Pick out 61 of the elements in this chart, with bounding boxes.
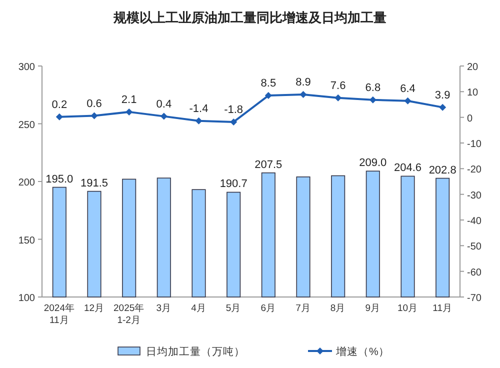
y2-tick-label: 0 (467, 113, 473, 124)
legend-label: 日均加工量（万吨） (146, 345, 245, 358)
data-label: 7.6 (330, 80, 346, 92)
data-label: 6.4 (400, 82, 416, 95)
y-tick-label: 100 (18, 293, 36, 304)
y2-tick-label: 10 (467, 88, 479, 99)
x-tick-label: 2025年 1-2月 (114, 302, 145, 326)
y2-tick-label: -60 (467, 267, 482, 278)
data-label: 0.6 (86, 98, 102, 110)
data-label: 6.8 (365, 82, 381, 94)
point (230, 118, 238, 126)
data-label: -1.8 (224, 104, 244, 116)
y-tick-label: 250 (18, 120, 36, 131)
y2-tick-label: -30 (467, 190, 482, 202)
x-tick-label: 8月 (330, 303, 346, 314)
x-tick-label: 3月 (156, 303, 172, 314)
point (160, 112, 168, 120)
data-label: 0.4 (156, 98, 172, 110)
x-tick-label: 4月 (191, 303, 206, 314)
point (439, 104, 446, 111)
data-label: 2.1 (121, 94, 137, 106)
point (300, 90, 307, 98)
y2-tick-label: 20 (467, 62, 479, 73)
y-tick-label: 150 (18, 235, 36, 246)
y2-tick-label: -10 (467, 139, 482, 150)
y-tick-label: 300 (18, 62, 36, 73)
data-label: 190.7 (220, 178, 248, 190)
x-tick-label: 2024年 11月 (44, 302, 75, 326)
data-label: 204.6 (394, 162, 422, 174)
legend-label: 增速（%） (335, 345, 390, 358)
point (195, 117, 202, 124)
x-tick-label: 12月 (84, 303, 105, 314)
data-label: -1.4 (189, 102, 208, 115)
x-tick-label: 6月 (260, 303, 276, 314)
point (90, 112, 98, 120)
point (404, 97, 412, 104)
data-label: 202.8 (428, 164, 456, 176)
x-tick-label: 9月 (365, 303, 381, 314)
data-label: 207.5 (254, 158, 282, 171)
data-label: 195.0 (46, 173, 74, 186)
y2-tick-label: -50 (467, 242, 482, 253)
data-label: 209.0 (359, 157, 387, 170)
data-label: 0.2 (52, 98, 68, 111)
data-label: 8.5 (260, 78, 276, 90)
x-tick-label: 7月 (296, 303, 311, 314)
x-tick-label: 11月 (432, 303, 453, 314)
point (126, 108, 133, 116)
x-tick-label: 10月 (397, 303, 418, 314)
y-tick-label: 200 (18, 178, 36, 188)
point (334, 94, 342, 102)
point (56, 113, 63, 120)
chart-title: 规模以上工业原油加工量同比增速及日均加工量 (112, 10, 386, 25)
x-tick-label: 5月 (226, 303, 242, 314)
y2-tick-label: -70 (467, 293, 482, 304)
data-label: 3.9 (434, 89, 450, 102)
y2-tick-label: -40 (467, 216, 482, 227)
y2-tick-label: -20 (467, 164, 482, 176)
point (264, 92, 272, 100)
data-label: 191.5 (80, 177, 108, 190)
point (369, 96, 376, 104)
data-label: 8.9 (296, 76, 311, 88)
